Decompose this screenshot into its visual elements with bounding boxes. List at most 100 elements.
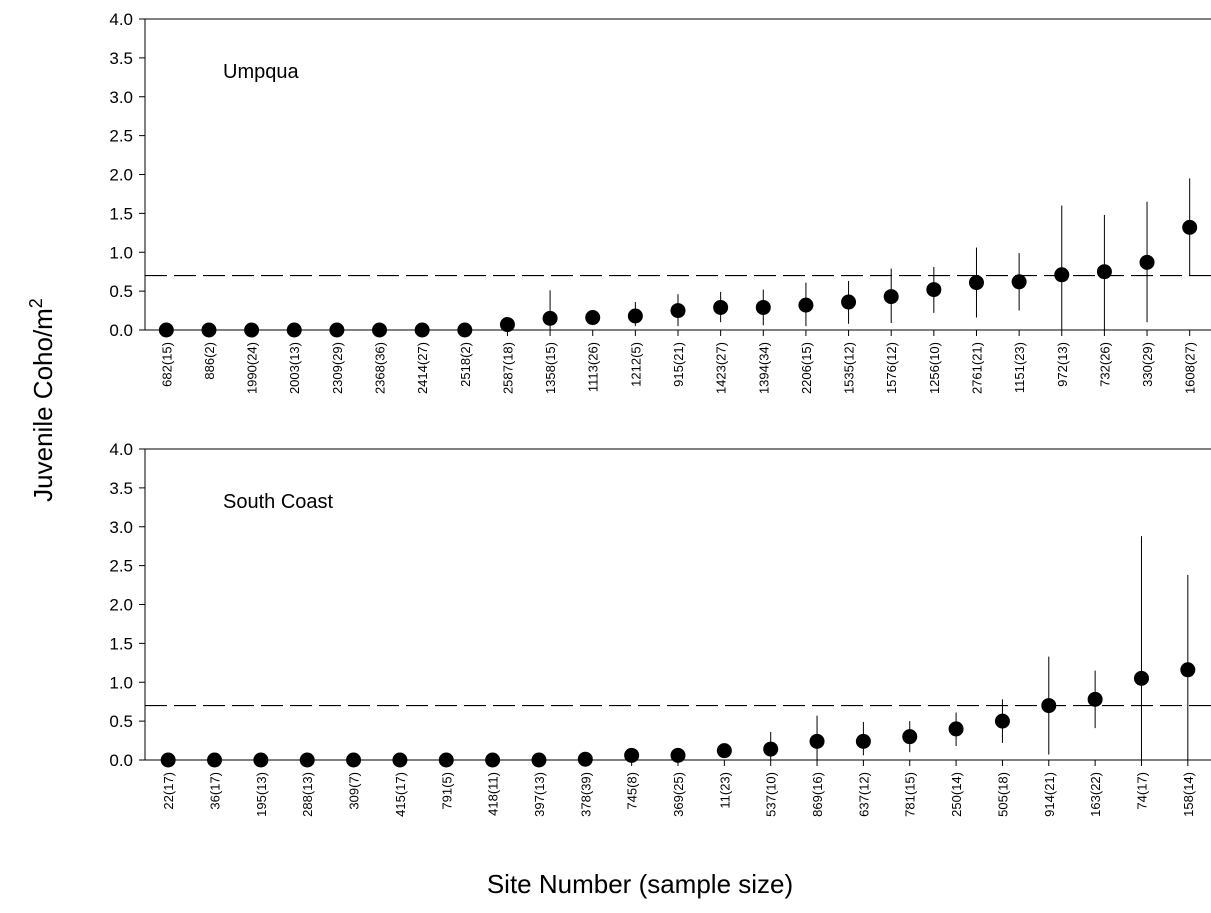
data-point: [716, 743, 732, 759]
x-tick-label: 637(12): [856, 772, 871, 817]
x-tick-label: 537(10): [764, 772, 779, 817]
y-tick-label: 0.0: [109, 321, 133, 340]
data-point: [926, 282, 942, 298]
data-point: [329, 322, 345, 338]
x-tick-label: 1394(34): [756, 342, 771, 394]
data-point: [1180, 662, 1196, 678]
y-tick-label: 3.0: [109, 88, 133, 107]
x-tick-label: 418(11): [486, 772, 501, 816]
y-axis-title-text: Juvenile Coho/m: [28, 308, 58, 502]
x-tick-label: 250(14): [949, 772, 964, 817]
x-tick-label: 1608(27): [1183, 342, 1198, 394]
x-tick-label: 2206(15): [799, 342, 814, 394]
x-tick-label: 745(8): [625, 772, 640, 810]
panel-south-coast: South Coast 0.0 0.5 1.0 1.5 2.0 2.5 3.0 3.5 4.0 2…: [109, 440, 1211, 817]
y-tick-label: 3.5: [109, 49, 133, 68]
x-tick-label: 288(13): [300, 772, 315, 817]
y-axis-title: Juvenile Coho/m2: [26, 298, 58, 502]
y-tick-label: 1.5: [109, 634, 133, 653]
x-tick-label: 397(13): [532, 772, 547, 817]
x-tick-label: 781(15): [903, 772, 918, 817]
data-point: [299, 752, 315, 768]
y-tick-label: 3.0: [109, 518, 133, 537]
data-point: [585, 310, 601, 326]
data-point: [670, 747, 686, 763]
data-point: [1139, 254, 1155, 270]
data-point: [542, 310, 558, 326]
x-tick-label: 415(17): [393, 772, 408, 817]
data-point: [372, 322, 388, 338]
data-point: [457, 322, 473, 338]
x-axis-title: Site Number (sample size): [487, 869, 793, 899]
x-tick-label: 1990(24): [245, 342, 260, 394]
y-tick-label: 1.5: [109, 204, 133, 223]
data-point: [1182, 219, 1198, 235]
data-point: [1011, 274, 1027, 290]
data-point: [531, 752, 547, 768]
data-point: [577, 751, 593, 767]
data-point: [948, 721, 964, 737]
data-point: [253, 752, 269, 768]
x-tick-label: 36(17): [208, 772, 223, 810]
data-point: [627, 308, 643, 324]
x-tick-label: 1423(27): [714, 342, 729, 394]
data-point: [670, 303, 686, 319]
data-point: [1087, 691, 1103, 707]
data-point: [207, 752, 223, 768]
x-tick-label: 11(23): [717, 772, 732, 809]
data-point: [994, 713, 1010, 729]
panel-umpqua: Umpqua 0.0 0.5 1.0 1.5 2.0 2.5 3.0 3.5 4.0 682(15…: [109, 10, 1211, 394]
data-point: [902, 729, 918, 745]
data-point: [755, 299, 771, 315]
data-point: [809, 733, 825, 749]
data-point: [968, 275, 984, 291]
y-tick-label: 3.5: [109, 479, 133, 498]
x-tick-label: 22(17): [161, 772, 176, 810]
data-point: [883, 289, 899, 305]
data-point: [1041, 698, 1057, 714]
data-point: [244, 322, 260, 338]
x-tick-label: 195(13): [254, 772, 269, 817]
y-tick-label: 4.0: [109, 10, 133, 29]
y-axis-title-superscript: 2: [26, 298, 46, 308]
x-tick-label: 2761(21): [969, 342, 984, 394]
data-point: [855, 733, 871, 749]
data-point: [798, 297, 814, 313]
x-tick-label: 2309(29): [330, 342, 345, 394]
data-point: [346, 752, 362, 768]
data-point: [201, 322, 217, 338]
y-tick-label: 2.0: [109, 596, 133, 615]
x-tick-label: 309(7): [347, 772, 362, 810]
x-tick-label: 1358(15): [543, 342, 558, 394]
x-tick-label: 732(26): [1097, 342, 1112, 387]
x-tick-label: 378(39): [578, 772, 593, 817]
x-tick-label: 1535(12): [842, 342, 857, 394]
data-point: [392, 752, 408, 768]
y-tick-label: 2.5: [109, 557, 133, 576]
data-point: [499, 317, 515, 333]
x-tick-label: 330(29): [1140, 342, 1155, 387]
x-tick-label: 2587(18): [500, 342, 515, 394]
y-tick-label: 2.5: [109, 127, 133, 146]
x-tick-label: 2003(13): [287, 342, 302, 394]
y-tick-label: 0.0: [109, 751, 133, 770]
data-point: [160, 752, 176, 768]
x-tick-label: 74(17): [1134, 772, 1149, 810]
x-tick-label: 1212(5): [628, 342, 643, 387]
x-tick-label: 2518(2): [458, 342, 473, 387]
x-tick-label: 505(18): [995, 772, 1010, 817]
x-tick-label: 869(16): [810, 772, 825, 817]
x-tick-label: 1151(23): [1012, 342, 1027, 393]
x-tick-label: 369(25): [671, 772, 686, 817]
y-tick-label: 1.0: [109, 243, 133, 262]
data-point: [1133, 670, 1149, 686]
y-tick-label: 0.5: [109, 282, 133, 301]
x-tick-label: 972(13): [1055, 342, 1070, 387]
data-point: [1054, 267, 1070, 283]
y-tick-label: 4.0: [109, 440, 133, 459]
x-tick-label: 1576(12): [884, 342, 899, 394]
y-tick-label: 0.5: [109, 712, 133, 731]
data-point: [485, 752, 501, 768]
data-point: [414, 322, 430, 338]
x-tick-label: 791(5): [439, 772, 454, 810]
